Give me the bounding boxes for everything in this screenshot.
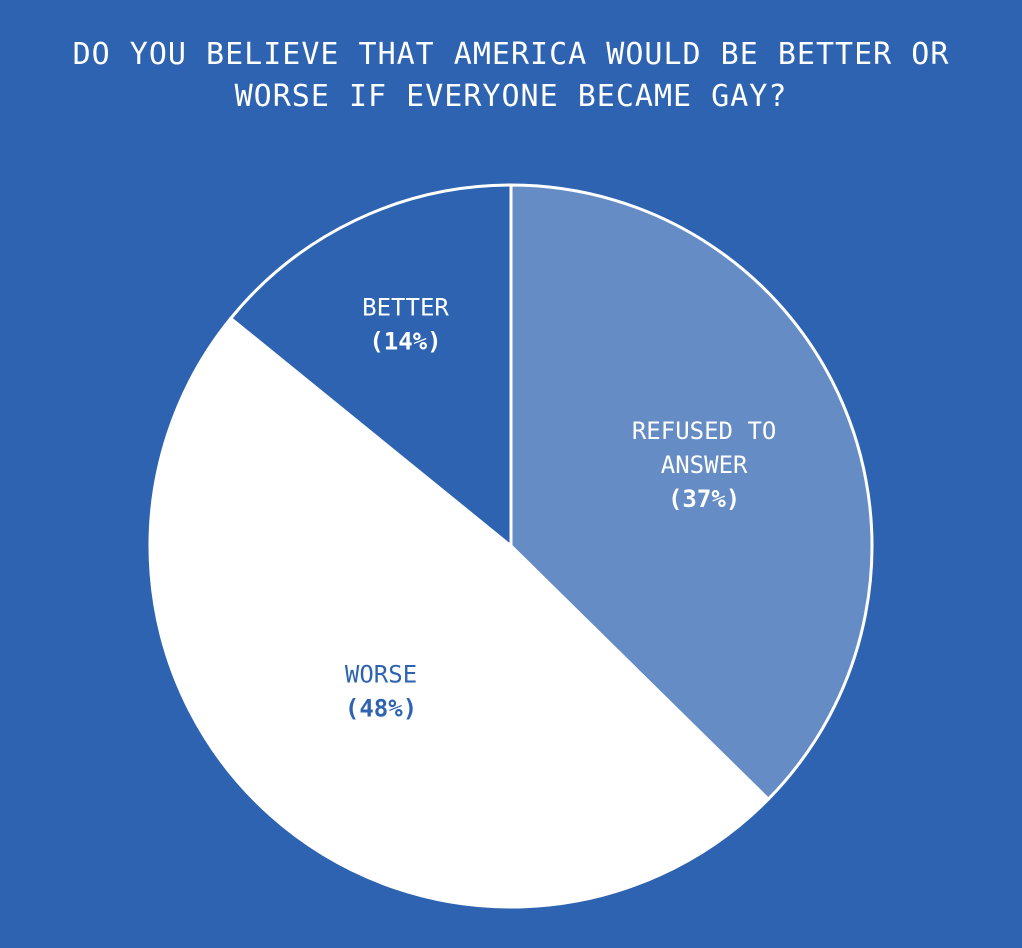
chart-title-line-2: WORSE IF EVERYONE BECAME GAY? [234,79,788,114]
slice-value-refused-to-answer: (37%) [668,485,740,513]
slice-value-better: (14%) [369,327,441,355]
chart-title-line-1: DO YOU BELIEVE THAT AMERICA WOULD BE BET… [72,37,950,72]
pie-slice-refused-to-answer [509,183,874,801]
slice-label-worse-line-1: WORSE [345,660,417,688]
pie-slices [148,183,874,909]
slice-label-refused-to-answer-line-1: REFUSED TO [632,417,777,445]
pie-labels: REFUSED TO ANSWER (37%) WORSE (48%) BETTER (14… [345,293,776,722]
slice-label-better-line-1: BETTER [362,293,449,321]
slice-label-refused-to-answer-line-2: ANSWER [661,451,748,479]
chart-title: DO YOU BELIEVE THAT AMERICA WOULD BE BET… [0,34,1022,118]
slice-value-worse: (48%) [345,694,417,722]
pie-slice-better [229,183,513,548]
pie-slice-worse [148,316,770,909]
